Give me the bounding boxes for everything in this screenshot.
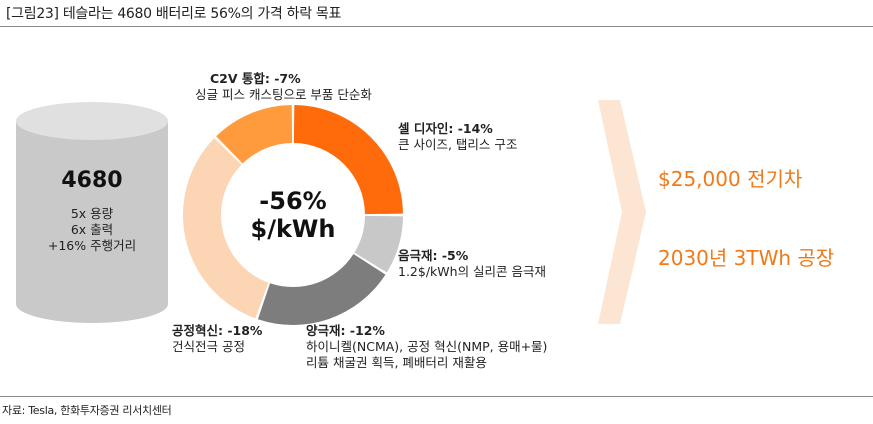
top-divider: [0, 26, 873, 27]
bottom-divider: [0, 396, 873, 397]
result-factory: 2030년 3TWh 공장: [658, 246, 835, 270]
donut-segment-anode: [354, 215, 403, 273]
cathode-desc-1: 하이니켈(NCMA), 공정 혁신(NMP, 용매+물): [306, 339, 548, 354]
process-desc: 건식전극 공정: [172, 339, 245, 354]
anode-title: 음극재: -5%: [398, 248, 469, 263]
cylinder-top: [16, 102, 168, 140]
c2v-title: C2V 통합: -7%: [210, 71, 301, 86]
cell-design-desc: 큰 사이즈, 탭리스 구조: [398, 137, 518, 152]
cylinder-bottom: [16, 285, 168, 323]
cylinder-body: [16, 121, 168, 304]
c2v-desc: 싱글 피스 캐스팅으로 부품 단순화: [195, 87, 372, 102]
source-note: 자료: Tesla, 한화투자증권 리서치센터: [2, 404, 172, 417]
donut-segment-process: [183, 138, 269, 319]
anode-desc: 1.2$/kWh의 실리콘 음극재: [398, 264, 547, 279]
result-arrow: [598, 100, 646, 324]
battery-name: 4680: [61, 168, 123, 193]
donut-center-unit: $/kWh: [250, 215, 336, 243]
battery-spec-range: +16% 주행거리: [47, 238, 137, 253]
result-ev-price: $25,000 전기차: [658, 167, 803, 191]
cathode-title: 양극재: -12%: [306, 323, 385, 338]
donut-segment-cell: [293, 105, 403, 215]
process-title: 공정혁신: -18%: [172, 323, 263, 338]
figure-title: [그림23] 테슬라는 4680 배터리로 56%의 가격 하락 목표: [6, 6, 342, 22]
donut-segment-c2v: [216, 105, 293, 164]
donut-center-percent: -56%: [259, 187, 327, 215]
donut-segment-cathode: [257, 254, 386, 325]
cell-design-title: 셀 디자인: -14%: [398, 121, 493, 136]
cathode-desc-2: 리튬 채굴권 획득, 폐배터리 재활용: [306, 355, 487, 370]
cost-reduction-donut: [183, 105, 403, 325]
battery-spec-capacity: 5x 용량: [70, 206, 114, 221]
battery-spec-power: 6x 출력: [70, 222, 114, 237]
